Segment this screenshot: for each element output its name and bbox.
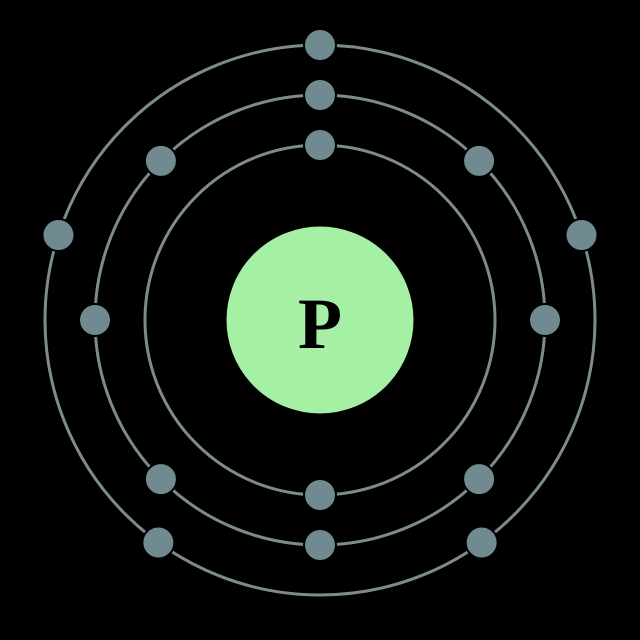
electron-shell2-6 — [145, 463, 177, 495]
electron-shell2-5 — [304, 529, 336, 561]
electron-shell1-1 — [304, 129, 336, 161]
electron-shell3-1 — [304, 29, 336, 61]
electron-shell2-7 — [79, 304, 111, 336]
electron-shell3-3 — [466, 526, 498, 558]
bohr-diagram: P — [0, 0, 640, 640]
electron-shell2-3 — [529, 304, 561, 336]
electron-shell2-8 — [145, 145, 177, 177]
electron-shell3-5 — [42, 219, 74, 251]
electron-shell3-2 — [566, 219, 598, 251]
electron-shell2-1 — [304, 79, 336, 111]
electron-shell1-2 — [304, 479, 336, 511]
nucleus-label: P — [298, 284, 342, 364]
electron-shell2-4 — [463, 463, 495, 495]
electron-shell3-4 — [142, 526, 174, 558]
electron-shell2-2 — [463, 145, 495, 177]
